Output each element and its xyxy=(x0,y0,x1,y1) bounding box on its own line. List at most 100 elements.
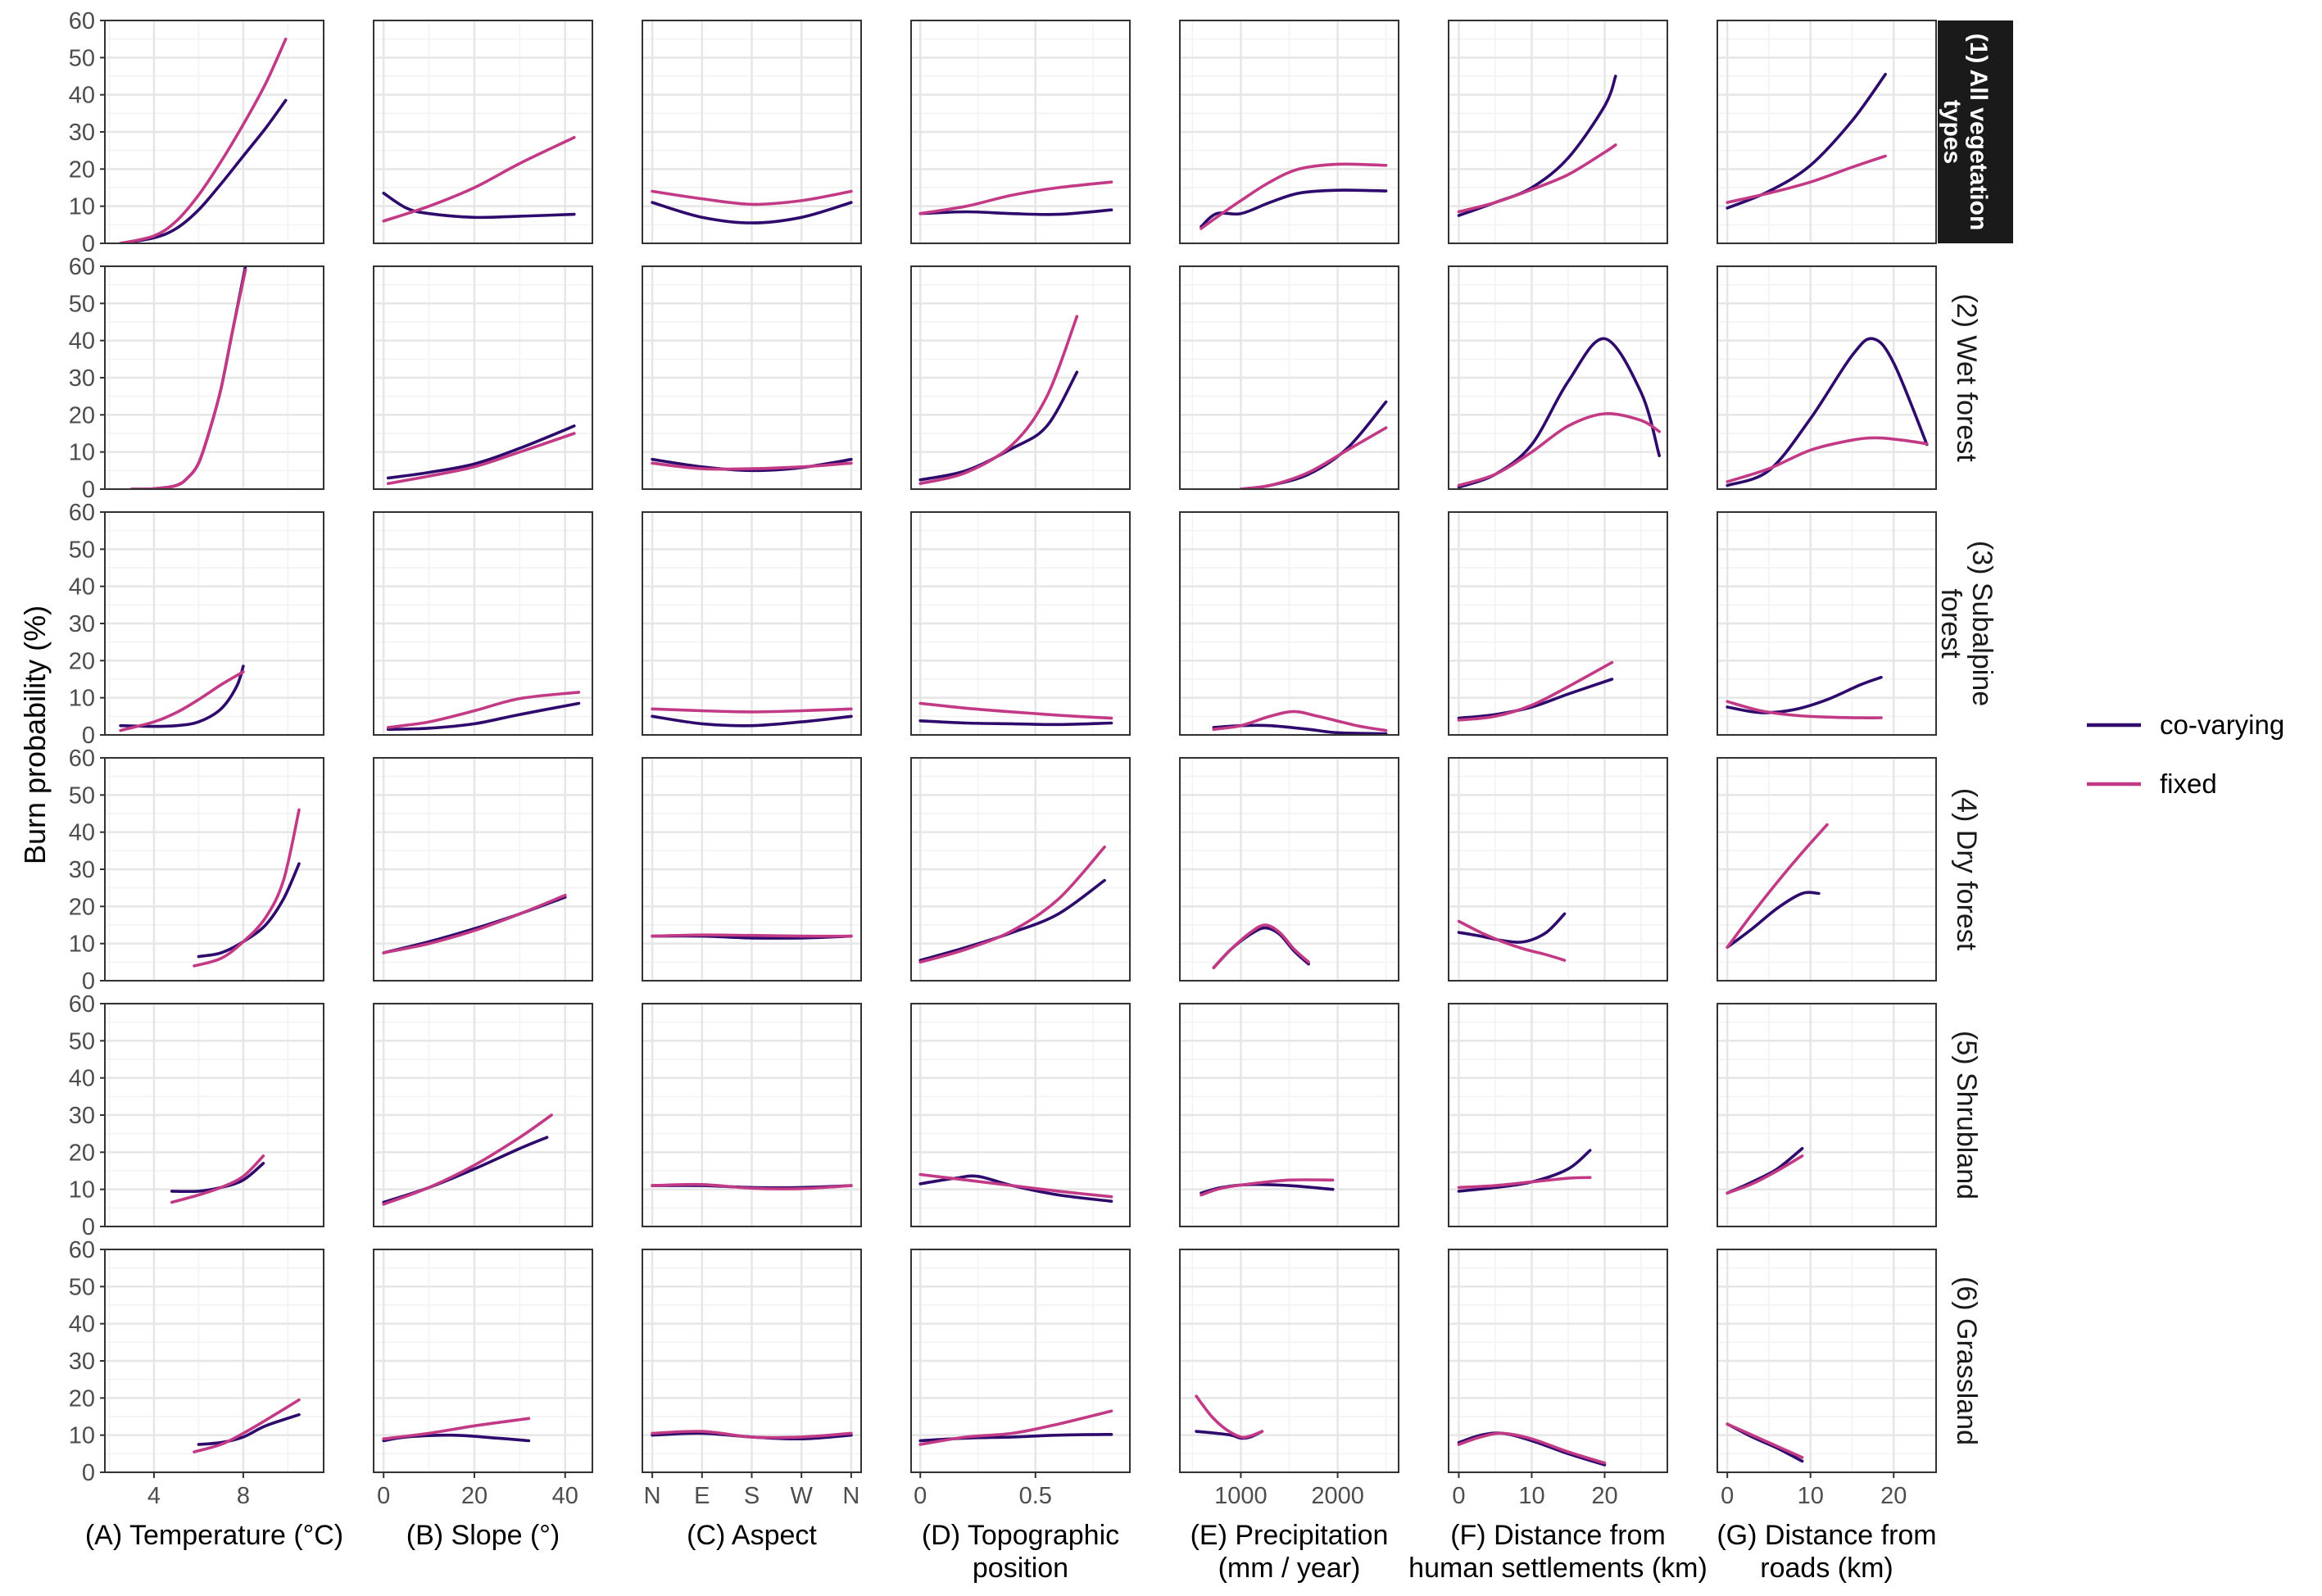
y-tick-label: 0 xyxy=(82,723,95,749)
x-tick-label: 0 xyxy=(1721,1483,1734,1509)
panel-r2-c xyxy=(642,265,862,491)
column-label-line: (D) Topographic xyxy=(922,1520,1119,1551)
panel-border xyxy=(1717,1249,1937,1473)
panel-lines xyxy=(1200,162,1388,230)
series-line-fixed xyxy=(651,189,853,206)
x-tick-label: N xyxy=(644,1483,661,1509)
series-line-fixed xyxy=(918,315,1079,485)
y-tick-label: 10 xyxy=(69,686,95,712)
panel-r4-c xyxy=(642,756,862,982)
column-label: (G) Distance from roads (km) xyxy=(1717,1520,1936,1584)
series-line-fixed xyxy=(918,180,1113,215)
series-line-fixed xyxy=(1726,436,1929,483)
series-line-fixed xyxy=(918,1409,1113,1446)
y-tick-label: 40 xyxy=(69,574,95,601)
series-line-fixed xyxy=(1457,143,1617,214)
series-line-co-varying xyxy=(918,370,1079,482)
panel-border xyxy=(642,511,862,736)
legend: co-varying fixed xyxy=(2087,710,2284,799)
panel-lines xyxy=(193,808,301,968)
row-label: (2) Wet forest xyxy=(1951,293,1982,462)
series-line-fixed xyxy=(918,701,1113,720)
column-label: (B) Slope (°) xyxy=(406,1520,560,1551)
series-line-fixed xyxy=(651,1182,853,1190)
row-label-line: (2) Wet forest xyxy=(1951,293,1982,462)
panel-lines xyxy=(651,707,853,728)
series-line-fixed xyxy=(651,461,853,471)
series-line-fixed xyxy=(193,1398,301,1453)
panel-border xyxy=(642,757,862,982)
panel-lines xyxy=(918,315,1079,485)
panel-r5-a xyxy=(104,1002,324,1228)
panel-border xyxy=(1448,1249,1668,1473)
panel-lines xyxy=(119,664,245,732)
y-tick-label: 40 xyxy=(69,1066,95,1092)
panel-lines xyxy=(386,424,576,485)
y-tick-label: 40 xyxy=(69,83,95,109)
panel-border xyxy=(1717,1003,1937,1227)
panel-border xyxy=(104,511,324,736)
y-tick-label: 20 xyxy=(69,156,95,183)
panel-border xyxy=(910,20,1131,244)
panel-r6-d xyxy=(910,1248,1131,1474)
x-tick-label: 20 xyxy=(461,1483,488,1509)
series-line-fixed xyxy=(1457,919,1567,962)
panel-lines xyxy=(1239,400,1388,489)
panel-lines xyxy=(382,136,576,223)
y-tick-label: 20 xyxy=(69,402,95,428)
series-line-fixed xyxy=(382,136,576,223)
series-line-fixed xyxy=(1726,700,1883,719)
panel-lines xyxy=(119,37,288,243)
series-line-fixed xyxy=(1239,426,1388,489)
series-line-fixed xyxy=(382,1417,531,1440)
panel-r2-e xyxy=(1179,265,1399,491)
series-line-fixed xyxy=(170,1154,265,1204)
series-line-fixed xyxy=(119,670,245,732)
series-line-co-varying xyxy=(386,701,581,731)
panel-border xyxy=(104,1003,324,1227)
panel-border xyxy=(910,265,1131,490)
y-tick-label: 30 xyxy=(69,365,95,392)
y-tick-label: 30 xyxy=(69,1349,95,1375)
panel-border xyxy=(104,1249,324,1473)
panel-border xyxy=(910,1249,1131,1473)
panel-lines xyxy=(1726,675,1883,719)
panel-border xyxy=(910,1003,1131,1227)
y-tick-label: 40 xyxy=(69,329,95,355)
panel-r1-c xyxy=(642,19,862,245)
panel-r2-g xyxy=(1717,265,1937,491)
y-tick-label: 20 xyxy=(69,1385,95,1412)
panel-lines xyxy=(651,457,853,473)
y-tick-label: 10 xyxy=(69,932,95,958)
panel-lines xyxy=(193,1398,301,1453)
panel-lines xyxy=(1726,337,1929,487)
y-tick-label: 30 xyxy=(69,1103,95,1129)
series-line-fixed xyxy=(382,1113,553,1206)
panel-r6-b xyxy=(373,1248,593,1474)
panel-border xyxy=(1717,20,1937,244)
panel-border xyxy=(373,20,593,244)
panel-r3-c xyxy=(642,510,862,737)
panel-r4-a xyxy=(104,756,324,982)
series-line-fixed xyxy=(1212,923,1310,969)
panel-r4-f xyxy=(1448,756,1668,982)
x-tick-label: 0 xyxy=(1452,1483,1465,1509)
series-line-co-varying xyxy=(382,192,576,220)
y-tick-label: 60 xyxy=(69,746,95,772)
panel-lines xyxy=(918,1409,1113,1446)
panel-lines xyxy=(1200,1178,1335,1197)
panel-border xyxy=(1717,757,1937,982)
column-label: (F) Distance from human settlements (km) xyxy=(1408,1520,1707,1584)
column-label-line: (F) Distance from xyxy=(1450,1520,1666,1551)
y-tick-label: 60 xyxy=(69,991,95,1018)
panel-border xyxy=(1448,1003,1668,1227)
y-tick-label: 20 xyxy=(69,1140,95,1166)
panel-lines xyxy=(918,1172,1113,1203)
panel-border xyxy=(1717,511,1937,736)
panel-border xyxy=(104,757,324,982)
row-label-line: (4) Dry forest xyxy=(1951,788,1982,951)
series-line-co-varying xyxy=(918,208,1113,216)
panel-lines xyxy=(382,1113,553,1206)
y-axis-title: Burn probability (%) xyxy=(18,605,52,864)
y-tick-label: 40 xyxy=(69,1312,95,1338)
